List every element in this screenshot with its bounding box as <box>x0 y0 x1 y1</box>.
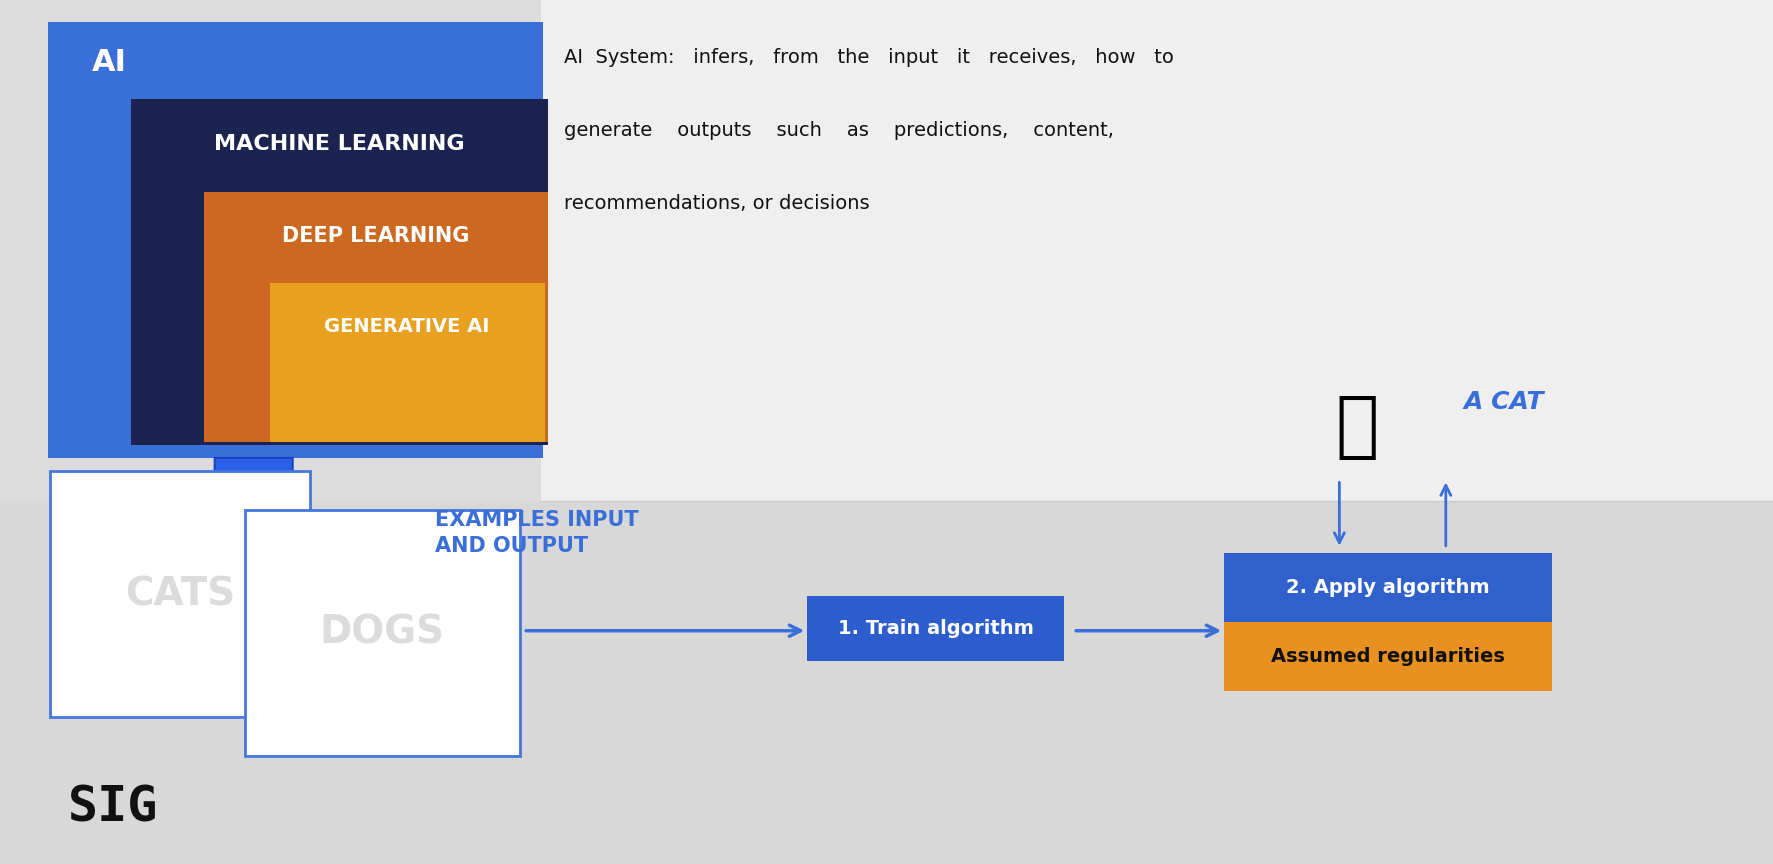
Text: CATS: CATS <box>124 575 236 613</box>
Text: recommendations, or decisions: recommendations, or decisions <box>564 194 869 213</box>
Text: 🐈: 🐈 <box>1335 393 1378 462</box>
FancyBboxPatch shape <box>131 99 548 445</box>
FancyBboxPatch shape <box>1223 553 1551 622</box>
Text: A CAT: A CAT <box>1463 390 1543 414</box>
Text: DOGS: DOGS <box>319 614 445 651</box>
FancyBboxPatch shape <box>1223 622 1551 691</box>
Text: 2. Apply algorithm: 2. Apply algorithm <box>1285 578 1489 597</box>
FancyBboxPatch shape <box>541 0 1773 501</box>
Polygon shape <box>174 458 333 600</box>
FancyBboxPatch shape <box>50 471 310 717</box>
Text: AI  System:   infers,   from   the   input   it   receives,   how   to: AI System: infers, from the input it rec… <box>564 48 1174 67</box>
FancyBboxPatch shape <box>204 192 548 442</box>
FancyBboxPatch shape <box>269 283 544 442</box>
Text: SIG: SIG <box>67 784 158 832</box>
FancyBboxPatch shape <box>807 596 1064 661</box>
Text: DEEP LEARNING: DEEP LEARNING <box>282 226 470 246</box>
Text: AI: AI <box>92 48 128 77</box>
FancyBboxPatch shape <box>48 22 543 458</box>
Text: Assumed regularities: Assumed regularities <box>1271 647 1504 666</box>
Text: 1. Train algorithm: 1. Train algorithm <box>837 619 1034 638</box>
FancyBboxPatch shape <box>0 501 1773 864</box>
Text: MACHINE LEARNING: MACHINE LEARNING <box>215 134 465 154</box>
FancyBboxPatch shape <box>541 0 1773 501</box>
Text: GENERATIVE AI: GENERATIVE AI <box>324 317 489 336</box>
Text: EXAMPLES INPUT
AND OUTPUT: EXAMPLES INPUT AND OUTPUT <box>434 510 638 556</box>
Text: generate    outputs    such    as    predictions,    content,: generate outputs such as predictions, co… <box>564 121 1113 140</box>
FancyBboxPatch shape <box>245 510 519 756</box>
